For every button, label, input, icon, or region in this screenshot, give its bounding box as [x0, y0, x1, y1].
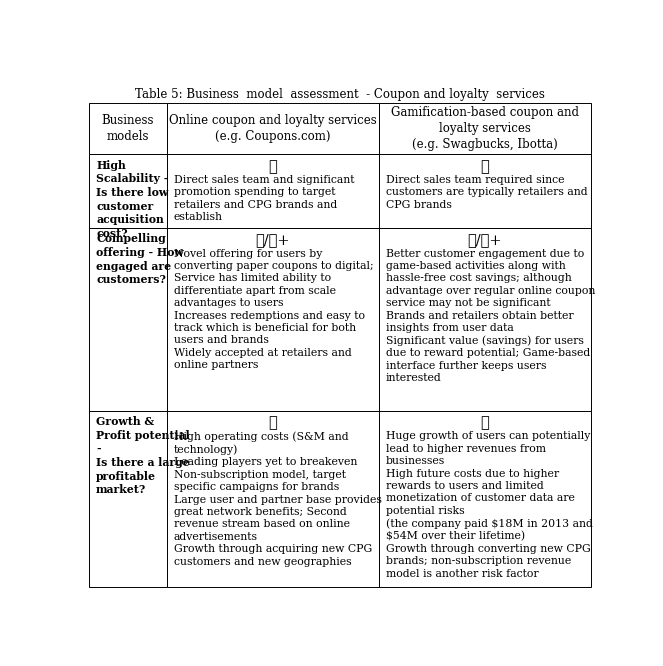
- Text: High operating costs (S&M and
technology)
Leading players yet to breakeven
Non-s: High operating costs (S&M and technology…: [174, 432, 382, 567]
- Bar: [379, 155, 591, 228]
- Text: Gamification-based coupon and
loyalty services
(e.g. Swagbucks, Ibotta): Gamification-based coupon and loyalty se…: [391, 106, 579, 151]
- Bar: [379, 103, 591, 155]
- Text: Table 5: Business  model  assessment  - Coupon and loyalty  services: Table 5: Business model assessment - Cou…: [135, 88, 545, 101]
- Text: ✓: ✓: [269, 160, 277, 174]
- Text: Online coupon and loyalty services
(e.g. Coupons.com): Online coupon and loyalty services (e.g.…: [169, 114, 377, 143]
- Text: High
Scalability -
Is there low
customer
acquisition
cost?: High Scalability - Is there low customer…: [96, 160, 168, 239]
- Text: ✓: ✓: [480, 160, 489, 174]
- Bar: [89, 410, 167, 587]
- Text: Growth &
Profit potential
-
Is there a large
profitable
market?: Growth & Profit potential - Is there a l…: [96, 416, 190, 496]
- Text: Novel offering for users by
converting paper coupons to digital;
Service has lim: Novel offering for users by converting p…: [174, 248, 373, 370]
- Text: Better customer engagement due to
game-based activities along with
hassle-free c: Better customer engagement due to game-b…: [386, 248, 595, 384]
- Text: Compelling
offering - How
engaged are
customers?: Compelling offering - How engaged are cu…: [96, 233, 184, 285]
- Text: ✓/✓+: ✓/✓+: [256, 233, 290, 247]
- Text: Huge growth of users can potentially
lead to higher revenues from
businesses
Hig: Huge growth of users can potentially lea…: [386, 432, 593, 579]
- Bar: [167, 155, 379, 228]
- Text: Direct sales team and significant
promotion spending to target
retailers and CPG: Direct sales team and significant promot…: [174, 175, 354, 222]
- Bar: [89, 228, 167, 410]
- Bar: [167, 103, 379, 155]
- Bar: [167, 410, 379, 587]
- Bar: [89, 103, 167, 155]
- Text: Direct sales team required since
customers are typically retailers and
CPG brand: Direct sales team required since custome…: [386, 175, 587, 210]
- Bar: [89, 155, 167, 228]
- Text: ✓/✓+: ✓/✓+: [467, 233, 502, 247]
- Bar: [379, 410, 591, 587]
- Bar: [167, 228, 379, 410]
- Text: ✓: ✓: [480, 416, 489, 430]
- Text: ✓: ✓: [269, 416, 277, 430]
- Bar: [379, 228, 591, 410]
- Text: Business
models: Business models: [101, 114, 154, 143]
